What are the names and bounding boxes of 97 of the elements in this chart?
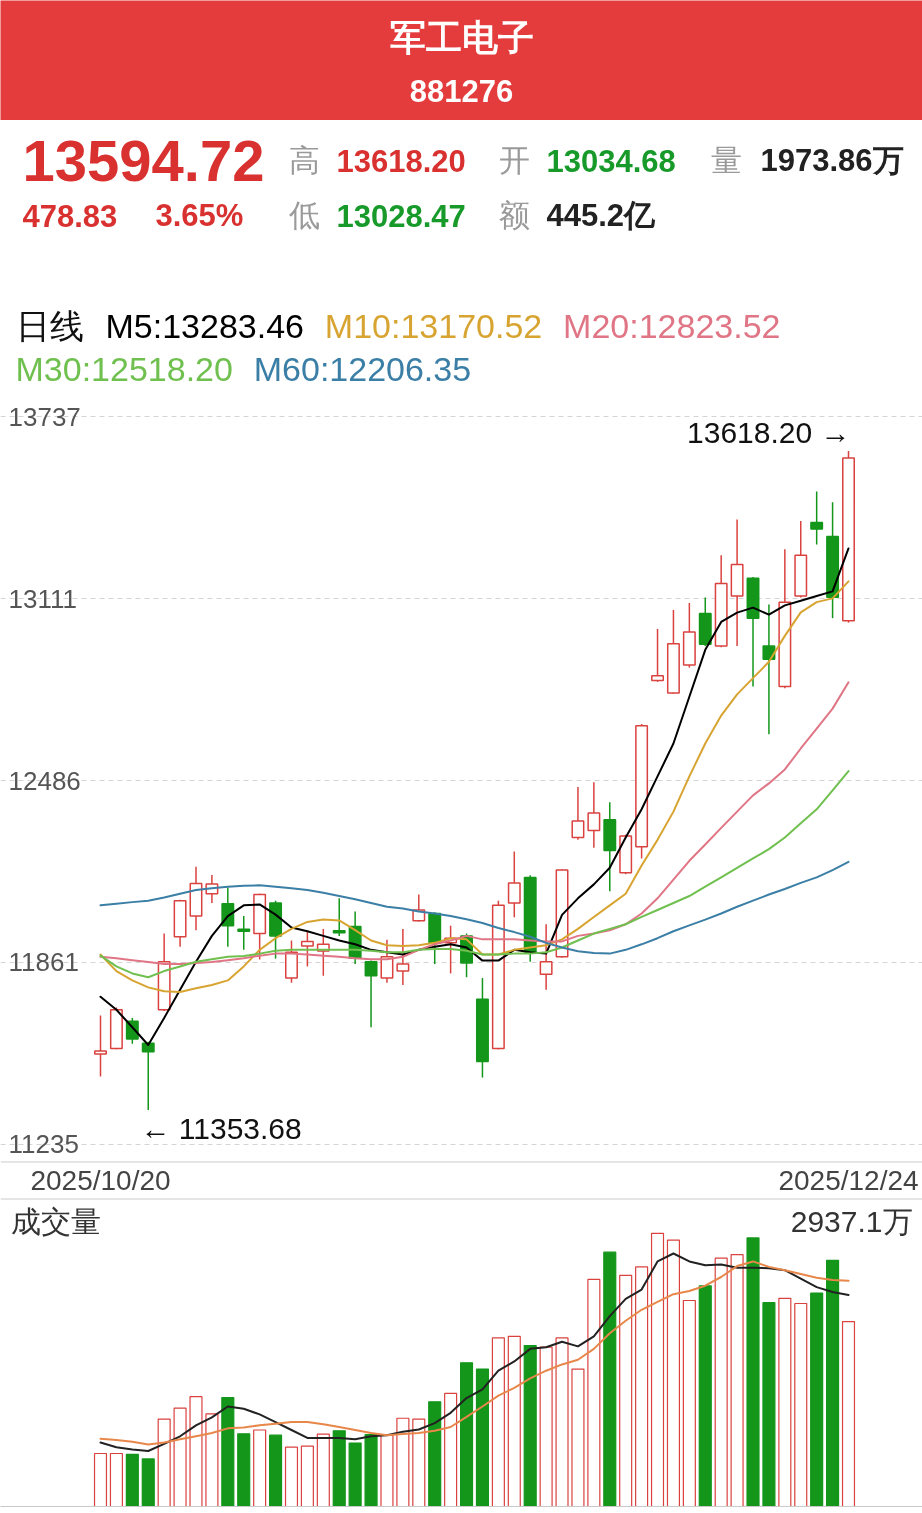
bar bbox=[826, 1259, 840, 1507]
bar bbox=[173, 1407, 187, 1507]
chart-title: 军工电子 bbox=[389, 17, 534, 58]
bar bbox=[746, 1237, 760, 1507]
text: 478.83 bbox=[22, 198, 118, 234]
bar bbox=[666, 1239, 680, 1507]
y-tick-label: 13737 bbox=[8, 401, 81, 432]
bar bbox=[555, 1337, 569, 1507]
bar bbox=[396, 1417, 410, 1507]
bar bbox=[475, 1368, 490, 1507]
bar bbox=[109, 1452, 123, 1507]
bar bbox=[587, 1278, 601, 1507]
bar bbox=[237, 1433, 251, 1507]
bar bbox=[269, 1434, 283, 1507]
bar bbox=[778, 1297, 792, 1507]
text: 低 bbox=[288, 198, 320, 233]
candlestick bbox=[539, 923, 553, 991]
x-tick-label: 2025/10/20 bbox=[30, 1165, 171, 1196]
text: 1973.86万 bbox=[760, 143, 904, 178]
text: M30:12518.20 bbox=[15, 349, 233, 388]
bar bbox=[364, 1434, 378, 1507]
chart-title: 成交量 bbox=[10, 1204, 101, 1238]
candlestick bbox=[810, 490, 824, 546]
bar bbox=[714, 1257, 728, 1507]
line-series bbox=[99, 580, 850, 994]
bar bbox=[412, 1418, 426, 1507]
bar bbox=[316, 1433, 330, 1507]
bar bbox=[141, 1458, 155, 1507]
text: 13034.68 bbox=[546, 143, 676, 179]
bar bbox=[444, 1392, 458, 1507]
text: M5:13283.46 bbox=[105, 306, 304, 345]
bar bbox=[284, 1446, 299, 1507]
text: 3.65% bbox=[155, 198, 244, 233]
bar bbox=[619, 1274, 633, 1507]
bar bbox=[810, 1292, 824, 1507]
x-tick-label: 2025/12/24 bbox=[778, 1165, 919, 1196]
text: 13618.20 bbox=[336, 143, 466, 179]
bar bbox=[841, 1320, 856, 1507]
annotation: 13618.20 → bbox=[687, 416, 851, 450]
bar bbox=[635, 1266, 649, 1507]
line-series bbox=[99, 860, 850, 955]
bar bbox=[523, 1344, 537, 1507]
bar bbox=[603, 1251, 617, 1507]
text: 高 bbox=[288, 143, 320, 178]
candlestick bbox=[141, 1041, 155, 1111]
bar bbox=[205, 1413, 219, 1507]
bar bbox=[794, 1302, 808, 1507]
text: 额 bbox=[498, 198, 530, 233]
annotation: ← 11353.68 bbox=[140, 1111, 302, 1145]
bar bbox=[682, 1299, 696, 1507]
candlestick bbox=[507, 850, 521, 918]
text: M60:12206.35 bbox=[253, 349, 472, 388]
bar bbox=[459, 1362, 474, 1507]
candlestick bbox=[94, 1014, 107, 1078]
y-tick-label: 13111 bbox=[8, 583, 77, 614]
text: 量 bbox=[710, 143, 742, 178]
bar bbox=[253, 1429, 267, 1507]
bar bbox=[300, 1445, 314, 1507]
text: 445.2亿 bbox=[546, 198, 657, 233]
y-tick-label: 12486 bbox=[8, 765, 81, 796]
bar bbox=[571, 1368, 585, 1507]
text: 开 bbox=[498, 143, 530, 178]
candlestick bbox=[571, 786, 585, 841]
line-series bbox=[99, 770, 850, 979]
bar bbox=[730, 1254, 744, 1507]
legend-title: 日线 bbox=[15, 306, 84, 345]
text: 13594.72 bbox=[22, 127, 265, 193]
bar bbox=[428, 1401, 442, 1507]
candlestick bbox=[587, 781, 601, 849]
candlestick bbox=[300, 931, 314, 968]
bar bbox=[221, 1396, 235, 1507]
y-tick-label: 11235 bbox=[8, 1129, 79, 1160]
text: M20:12823.52 bbox=[563, 306, 781, 345]
text: 13028.47 bbox=[336, 198, 466, 234]
bar bbox=[491, 1337, 505, 1507]
candlestick bbox=[651, 628, 664, 683]
bar bbox=[539, 1346, 553, 1507]
candlestick bbox=[380, 938, 394, 984]
bar bbox=[125, 1453, 139, 1507]
candlestick bbox=[364, 959, 378, 1028]
bar bbox=[157, 1418, 171, 1507]
bar bbox=[332, 1430, 346, 1507]
bar bbox=[93, 1452, 108, 1507]
bar bbox=[189, 1396, 203, 1507]
bar bbox=[348, 1442, 362, 1507]
bar bbox=[762, 1302, 776, 1507]
candlestick bbox=[237, 915, 251, 951]
chart-subtitle: 881276 bbox=[409, 73, 514, 109]
annotation: 2937.1万 bbox=[790, 1204, 913, 1238]
bar bbox=[380, 1434, 394, 1507]
candlestick bbox=[396, 928, 410, 986]
bar bbox=[507, 1335, 521, 1507]
y-tick-label: 11861 bbox=[8, 947, 79, 978]
candlestick bbox=[762, 603, 776, 735]
text: M10:13170.52 bbox=[324, 306, 543, 345]
bar bbox=[698, 1285, 712, 1507]
bar bbox=[650, 1232, 665, 1507]
